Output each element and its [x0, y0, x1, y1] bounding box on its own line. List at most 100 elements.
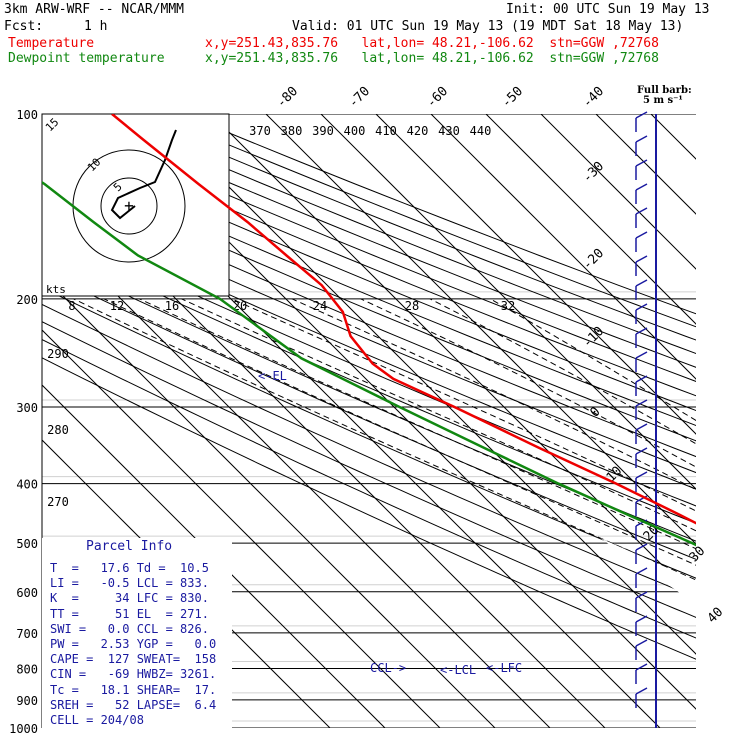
isotherm-20: [485, 114, 696, 325]
dry-adiabat-250: [42, 357, 696, 660]
hodograph-trace: [110, 129, 177, 220]
wind-barb-flag: [635, 519, 648, 527]
wind-barb-flag: [635, 159, 648, 167]
wind-barb-flag: [635, 351, 648, 359]
isotherm-30: [540, 114, 696, 270]
moist-adiabat-12: [139, 298, 696, 550]
isotherm-label--10: -10: [580, 324, 607, 351]
dry-adiabat-370: [42, 166, 696, 442]
temperature-legend-label: Temperature: [8, 36, 95, 51]
parcel-info-row: SREH = 52 LAPSE= 6.4: [50, 697, 217, 712]
parcel-info-row: TT = 51 EL = 271.: [50, 606, 209, 621]
wind-barb-flag: [635, 183, 648, 191]
dry-adiabat-270: [42, 321, 696, 618]
parcel-info-row: CAPE = 127 SWEAT= 158: [50, 652, 217, 667]
isotherm-label--40: -40: [580, 84, 607, 111]
wind-barb-flag: [635, 303, 648, 311]
isotherm--10: [320, 114, 696, 490]
barb-panel-background: [600, 538, 740, 740]
wind-barb-flag: [635, 327, 648, 335]
wind-barb-flag: [635, 399, 648, 407]
lcl-marker: <-LCL: [440, 663, 476, 677]
pressure-label-900: 900: [16, 694, 38, 708]
theta-label-290: 290: [47, 347, 69, 361]
hodo-speed-label-16: 16: [165, 299, 179, 313]
theta-label-270: 270: [47, 495, 69, 509]
trace-dewpoint-temperature: [42, 180, 696, 547]
parcel-info-row: K = 34 LFC = 830.: [50, 591, 209, 606]
trace-temperature: [111, 114, 696, 525]
wind-barb-flag: [635, 567, 648, 575]
isotherm--100: [42, 329, 441, 728]
isotherm-label--20: -20: [580, 246, 607, 273]
model-title: 3km ARW-WRF -- NCAR/MMM: [4, 2, 185, 17]
hodograph-center-cross: +: [124, 196, 134, 215]
init-time: Init: 00 UTC Sun 19 May 13: [506, 2, 710, 17]
wind-barb-flag: [635, 591, 648, 599]
theta-label-380: 380: [281, 124, 303, 138]
wind-barb-flag: [635, 687, 648, 695]
parcel-info-panel: [42, 538, 232, 728]
dry-adiabat-280: [42, 303, 696, 599]
wind-barb-flag: [635, 663, 648, 671]
wind-barb-flag: [635, 447, 648, 455]
isotherm-label--30: -30: [580, 159, 607, 186]
dry-adiabat-260: [42, 338, 696, 639]
isotherm-label--60: -60: [424, 84, 451, 111]
wind-barb-flag: [635, 231, 648, 239]
pressure-label-800: 800: [16, 662, 38, 676]
pressure-label-200: 200: [16, 293, 38, 307]
isotherm--30: [210, 114, 696, 600]
pressure-label-300: 300: [16, 401, 38, 415]
pressure-axis-labels: 100 200 300 400 500 600 700 800 900 1000: [9, 108, 38, 736]
hodograph-units: kts: [46, 283, 66, 296]
isotherm--80: [42, 219, 551, 728]
dry-adiabat-310: [42, 254, 696, 542]
parcel-info-row: CELL = 204/08: [50, 713, 144, 727]
theta-label-280: 280: [47, 423, 69, 437]
wind-barb-flag: [635, 207, 648, 215]
pressure-label-100: 100: [16, 108, 38, 122]
theta-label-400: 400: [344, 124, 366, 138]
pressure-label-1000: 1000: [9, 722, 38, 736]
moist-adiabat-16: [181, 298, 696, 532]
parcel-info-row: SWI = 0.0 CCL = 826.: [50, 621, 209, 636]
parcel-info-row: CIN = -69 HWBZ= 3261.: [50, 667, 217, 682]
lfc-marker: <-LFC: [486, 661, 522, 675]
parcel-info-row: Tc = 18.1 SHEAR= 17.: [50, 682, 217, 697]
wind-barbs: [600, 111, 740, 740]
isotherm-label--50: -50: [499, 84, 526, 111]
isotherm--20: [265, 114, 696, 545]
pressure-label-500: 500: [16, 537, 38, 551]
isotherm--110: [42, 384, 386, 728]
isotherm--90: [42, 274, 496, 728]
barb-legend-title: Full barb:: [637, 85, 692, 96]
wind-barb-flag: [635, 423, 648, 431]
wind-barb-flag: [635, 111, 648, 119]
dry-adiabat-400: [42, 126, 696, 397]
forecast-hour: 1 h: [84, 19, 108, 34]
wind-barb-flag: [635, 543, 648, 551]
dry-adiabat-410: [42, 114, 696, 382]
valid-time: Valid: 01 UTC Sun 19 May 13 (19 MDT Sat …: [292, 19, 684, 34]
parcel-info-row: LI = -0.5 LCL = 833.: [50, 576, 209, 591]
dry-adiabat-350: [42, 194, 696, 474]
wind-barb-flag: [635, 135, 648, 143]
isotherm-label--80: -80: [274, 84, 301, 111]
theta-label-430: 430: [438, 124, 460, 138]
dry-adiabat-390: [42, 139, 696, 412]
moist-adiabat-28: [360, 298, 696, 468]
dry-adiabat-290: [42, 287, 696, 579]
ccl-marker: CCL->: [370, 661, 406, 675]
temperature-station-info: x,y=251.43,835.76 lat,lon= 48.21,-106.62…: [205, 36, 659, 51]
parcel-info-title: Parcel Info: [86, 539, 173, 554]
hodo-speed-label-8: 8: [68, 299, 75, 313]
el-marker: <-EL: [258, 369, 287, 383]
dry-adiabat-420: [69, 114, 696, 368]
hodograph-ring-1: [100, 177, 158, 235]
level-annotations: <-EL CCL-> <-LCL <-LFC: [258, 369, 522, 677]
wind-barb-flag: [635, 279, 648, 287]
wind-barb-flag: [635, 255, 648, 263]
dry-adiabat-380: [42, 152, 696, 427]
